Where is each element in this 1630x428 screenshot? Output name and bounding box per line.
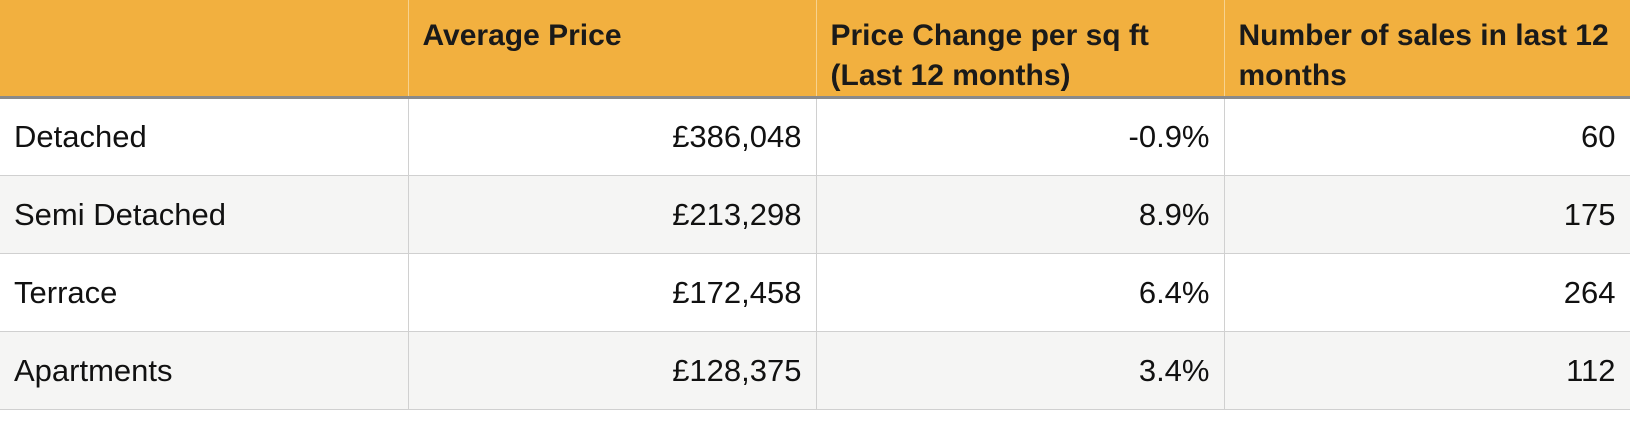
row-label: Apartments xyxy=(0,331,409,410)
cell-value: 175 xyxy=(1224,175,1630,254)
table-row: Apartments £128,375 3.4% 112 xyxy=(0,331,1630,410)
row-label: Detached xyxy=(0,97,409,176)
cell-value: -0.9% xyxy=(816,97,1225,176)
cell-value: 60 xyxy=(1224,97,1630,176)
cell-value: 264 xyxy=(1224,253,1630,332)
header-cell: Average Price xyxy=(408,0,817,99)
row-label: Terrace xyxy=(0,253,409,332)
header-row: Average Price Price Change per sq ft (La… xyxy=(0,0,1630,99)
table-row: Terrace £172,458 6.4% 264 xyxy=(0,253,1630,332)
header-cell xyxy=(0,0,409,99)
header-cell: Price Change per sq ft (Last 12 months) xyxy=(816,0,1225,99)
table-body: Detached £386,048 -0.9% 60 Semi Detached £213… xyxy=(0,97,1630,410)
cell-value: 8.9% xyxy=(816,175,1225,254)
cell-value: 112 xyxy=(1224,331,1630,410)
header-cell: Number of sales in last 12 months xyxy=(1224,0,1630,99)
cell-value: £386,048 xyxy=(408,97,817,176)
cell-value: £172,458 xyxy=(408,253,817,332)
table-row: Detached £386,048 -0.9% 60 xyxy=(0,97,1630,176)
table-row: Semi Detached £213,298 8.9% 175 xyxy=(0,175,1630,254)
cell-value: 6.4% xyxy=(816,253,1225,332)
table-header: Average Price Price Change per sq ft (La… xyxy=(0,0,1630,99)
cell-value: 3.4% xyxy=(816,331,1225,410)
cell-value: £213,298 xyxy=(408,175,817,254)
row-label: Semi Detached xyxy=(0,175,409,254)
price-table: Average Price Price Change per sq ft (La… xyxy=(0,0,1630,410)
cell-value: £128,375 xyxy=(408,331,817,410)
